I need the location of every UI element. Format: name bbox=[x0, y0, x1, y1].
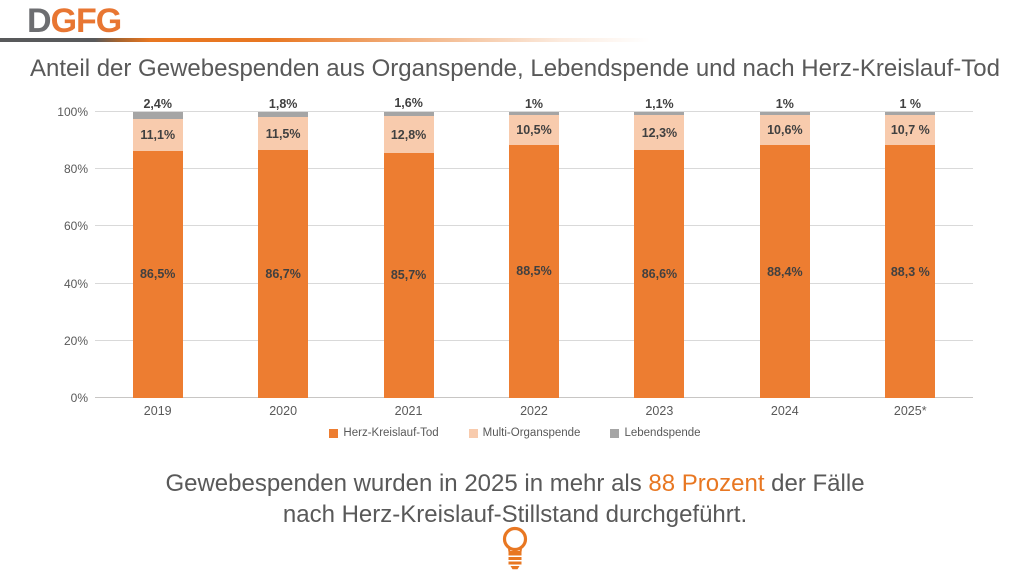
bar-segment-herz-kreislauf-tod-2025 bbox=[885, 145, 936, 398]
footer-line1-pre: Gewebespenden wurden in 2025 in mehr als bbox=[165, 470, 649, 497]
bar-segment-multi-organspende-2021 bbox=[383, 116, 434, 153]
legend-item-lebendspende: Lebendspende bbox=[610, 427, 701, 439]
x-tick-2023: 2023 bbox=[645, 404, 674, 418]
bar-segment-lebendspende-2025 bbox=[885, 112, 936, 115]
bar-label-herz-kreislauf-tod-2022: 88,5% bbox=[516, 264, 552, 279]
bar-label-herz-kreislauf-tod-2019: 86,5% bbox=[139, 267, 176, 282]
bar-label-multi-organspende-2021: 12,8% bbox=[390, 127, 427, 142]
x-tick-2021: 2021 bbox=[394, 404, 423, 418]
lightbulb-icon bbox=[502, 526, 528, 570]
bar-segment-herz-kreislauf-tod-2021 bbox=[383, 152, 434, 398]
bar-segment-herz-kreislauf-tod-2022 bbox=[509, 144, 559, 398]
bar-label-multi-organspende-2020: 11,5% bbox=[265, 126, 301, 141]
bar-segment-multi-organspende-2022 bbox=[509, 114, 559, 145]
header-gradient-divider bbox=[0, 38, 1030, 42]
logo-letter-d: D bbox=[27, 2, 52, 40]
bar-segment-lebendspende-2019 bbox=[132, 112, 183, 119]
footer-line-1: Gewebespenden wurden in 2025 in mehr als… bbox=[0, 468, 1030, 499]
bar-label-herz-kreislauf-tod-2021: 85,7% bbox=[390, 268, 427, 283]
bar-segment-herz-kreislauf-tod-2024 bbox=[759, 145, 810, 398]
bar-2021: 85,7% 12,8% 1,6% bbox=[383, 96, 434, 398]
legend-swatch-herz-kreislauf-tod bbox=[329, 428, 339, 438]
dgfg-logo: DGFG bbox=[27, 2, 123, 40]
bar-label-multi-organspende-2019: 11,1% bbox=[140, 127, 176, 142]
bar-segment-herz-kreislauf-tod-2023 bbox=[634, 150, 685, 398]
bar-segment-lebendspende-2020 bbox=[258, 112, 309, 118]
logo-letters-gfg: GFG bbox=[50, 2, 123, 40]
footer-line1-highlight: 88 Prozent bbox=[648, 470, 765, 497]
footer-line-2: nach Herz-Kreislauf-Stillstand durchgefü… bbox=[282, 501, 748, 528]
bar-label-multi-organspende-2023: 12,3% bbox=[641, 125, 678, 140]
legend-swatch-multi-organspende bbox=[468, 428, 478, 438]
legend-item-herz-kreislauf-tod: Herz-Kreislauf-Tod bbox=[329, 427, 439, 439]
y-tick-40: 40% bbox=[63, 276, 88, 291]
chart-title: Anteil der Gewebespenden aus Organspende… bbox=[30, 55, 1000, 82]
footer-line1-post: der Fälle bbox=[764, 470, 865, 497]
bar-label-multi-organspende-2024: 10,6% bbox=[767, 123, 803, 138]
y-axis: 0% 20% 40% 60% 80% 100% bbox=[38, 105, 88, 405]
x-tick-2020: 2020 bbox=[269, 404, 298, 418]
y-tick-60: 60% bbox=[63, 219, 88, 234]
footer-icon-area bbox=[0, 526, 1030, 577]
bar-label-herz-kreislauf-tod-2023: 86,6% bbox=[641, 267, 678, 282]
legend-swatch-lebendspende bbox=[610, 428, 620, 438]
bar-segment-multi-organspende-2024 bbox=[759, 114, 810, 146]
bar-2025: 88,3 % 10,7 % 1 % bbox=[885, 97, 936, 398]
y-tick-0: 0% bbox=[70, 391, 88, 405]
bar-2019: 86,5% 11,1% 2,4% bbox=[132, 97, 183, 398]
x-tick-2019: 2019 bbox=[143, 404, 172, 418]
x-tick-2025: 2025* bbox=[893, 404, 927, 418]
bar-segment-lebendspende-2021 bbox=[383, 111, 434, 117]
bar-segment-lebendspende-2022 bbox=[509, 112, 559, 115]
bar-label-lebendspende-2019: 2,4% bbox=[143, 96, 172, 111]
legend-label-multi-organspende: Multi-Organspende bbox=[482, 427, 581, 439]
bar-label-multi-organspende-2022: 10,5% bbox=[516, 122, 552, 137]
bar-label-herz-kreislauf-tod-2025: 88,3 % bbox=[890, 264, 930, 279]
x-tick-2024: 2024 bbox=[770, 404, 799, 418]
bar-segment-multi-organspende-2020 bbox=[258, 117, 309, 151]
bar-2022: 88,5% 10,5% 1% bbox=[509, 97, 559, 398]
bar-segment-herz-kreislauf-tod-2020 bbox=[258, 150, 309, 398]
bar-label-herz-kreislauf-tod-2020: 86,7% bbox=[265, 267, 301, 282]
y-tick-100: 100% bbox=[57, 105, 88, 119]
bar-segment-lebendspende-2023 bbox=[634, 112, 685, 116]
bar-label-herz-kreislauf-tod-2024: 88,4% bbox=[767, 264, 803, 279]
plot-area: 86,5% 11,1% 2,4% 86,7% 11,5% 1,8% 85,7% 12,8% 1,… bbox=[95, 96, 973, 398]
bar-2020: 86,7% 11,5% 1,8% bbox=[258, 97, 309, 398]
bar-2024: 88,4% 10,6% 1% bbox=[759, 97, 810, 398]
legend-item-multi-organspende: Multi-Organspende bbox=[468, 427, 581, 439]
legend-label-herz-kreislauf-tod: Herz-Kreislauf-Tod bbox=[343, 427, 439, 439]
x-tick-2022: 2022 bbox=[520, 404, 548, 418]
x-axis: 2019 2020 2021 2022 2023 2024 2025* bbox=[95, 404, 973, 418]
bar-2023: 86,6% 12,3% 1,1% bbox=[634, 97, 685, 398]
bar-segment-multi-organspende-2025 bbox=[885, 114, 936, 146]
legend-label-lebendspende: Lebendspende bbox=[624, 427, 701, 439]
bar-segment-herz-kreislauf-tod-2019 bbox=[132, 150, 183, 398]
bar-label-lebendspende-2021: 1,6% bbox=[394, 96, 423, 111]
bar-label-lebendspende-2025: 1 % bbox=[899, 96, 922, 111]
y-tick-20: 20% bbox=[63, 333, 88, 348]
bar-label-lebendspende-2023: 1,1% bbox=[645, 96, 674, 111]
bar-segment-multi-organspende-2023 bbox=[634, 115, 685, 151]
bar-segment-multi-organspende-2019 bbox=[132, 118, 183, 151]
bar-segment-lebendspende-2024 bbox=[759, 112, 810, 115]
footer-message: Gewebespenden wurden in 2025 in mehr als… bbox=[0, 468, 1030, 530]
bar-label-lebendspende-2020: 1,8% bbox=[268, 96, 298, 111]
bar-label-lebendspende-2024: 1% bbox=[775, 96, 794, 111]
y-tick-80: 80% bbox=[63, 162, 88, 177]
bar-label-multi-organspende-2025: 10,7 % bbox=[890, 123, 930, 138]
bar-label-lebendspende-2022: 1% bbox=[524, 96, 544, 111]
chart-legend: Herz-Kreislauf-Tod Multi-Organspende Leben… bbox=[0, 427, 1030, 439]
gridline-100 bbox=[95, 111, 973, 112]
